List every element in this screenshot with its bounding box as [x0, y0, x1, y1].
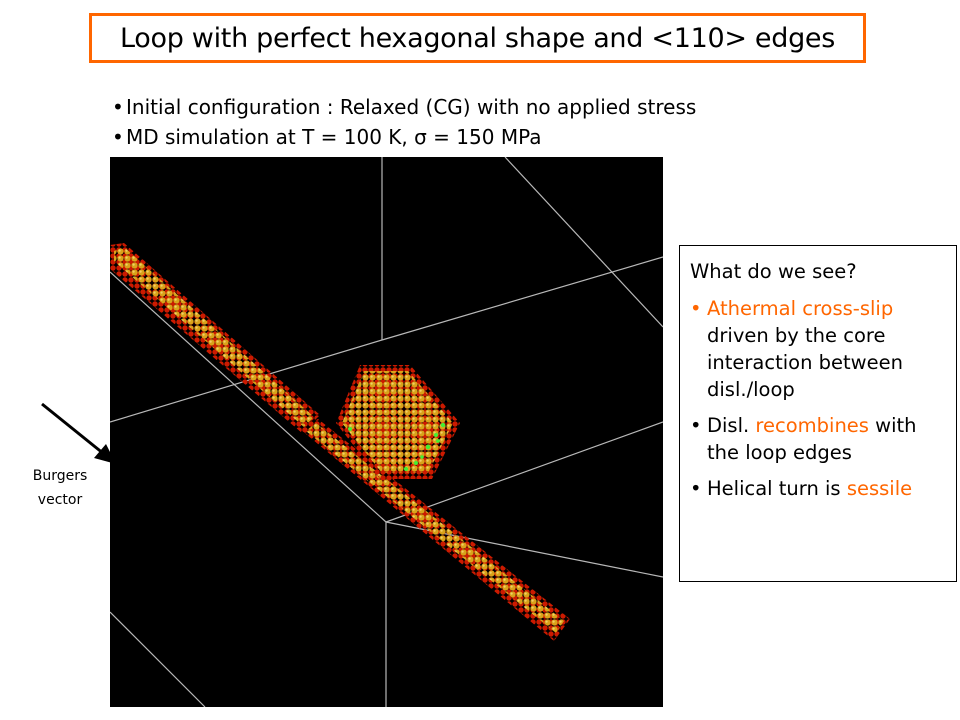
dislocation-lower: [300, 419, 570, 641]
simulation-render: [110, 157, 663, 707]
info-heading: What do we see?: [690, 260, 857, 283]
bullet-text: MD simulation at T = 100 K, σ = 150 MPa: [126, 125, 542, 149]
burgers-label: Burgers vector: [20, 464, 100, 512]
info-highlight: recombines: [755, 414, 869, 437]
info-text: Disl.: [707, 414, 756, 437]
info-text: with the loop edges: [707, 414, 917, 464]
dislocation-upper: [110, 243, 320, 433]
burgers-label-line: vector: [37, 492, 83, 508]
info-highlight: Athermal cross-slip: [707, 297, 894, 320]
burgers-label-line: Burgers: [32, 468, 88, 484]
burgers-arrow-icon: [41, 402, 116, 464]
bullet-dot: •: [112, 95, 124, 119]
info-item: • Athermal cross-slip driven by the core…: [690, 295, 948, 403]
info-item: • Helical turn is sessile: [690, 475, 948, 502]
info-bullet: •: [690, 297, 702, 320]
info-text: Helical turn is: [707, 477, 841, 500]
info-text: driven by the core interaction between d…: [707, 324, 903, 401]
info-item: • Disl. recombines with the loop edges: [690, 412, 948, 466]
info-bullet: •: [690, 477, 702, 500]
info-item-text: Disl. recombines with the loop edges: [707, 412, 948, 466]
bullet-item: • MD simulation at T = 100 K, σ = 150 MPa: [112, 122, 696, 152]
info-item-text: Helical turn is sessile: [707, 475, 912, 502]
hexagonal-loop: [336, 365, 460, 479]
info-highlight: sessile: [846, 477, 913, 500]
title-box: Loop with perfect hexagonal shape and <1…: [89, 13, 866, 63]
bullet-dot: •: [112, 125, 124, 149]
bullet-list: • Initial configuration : Relaxed (CG) wi…: [112, 92, 696, 152]
slide-title: Loop with perfect hexagonal shape and <1…: [119, 22, 835, 54]
info-item-text: Athermal cross-slip driven by the core i…: [707, 295, 948, 403]
bullet-text: Initial configuration : Relaxed (CG) wit…: [126, 95, 697, 119]
bullet-item: • Initial configuration : Relaxed (CG) wi…: [112, 92, 696, 122]
info-box: What do we see? • Athermal cross-slip dr…: [679, 245, 957, 582]
simulation-image: [110, 157, 663, 707]
info-bullet: •: [690, 414, 702, 437]
